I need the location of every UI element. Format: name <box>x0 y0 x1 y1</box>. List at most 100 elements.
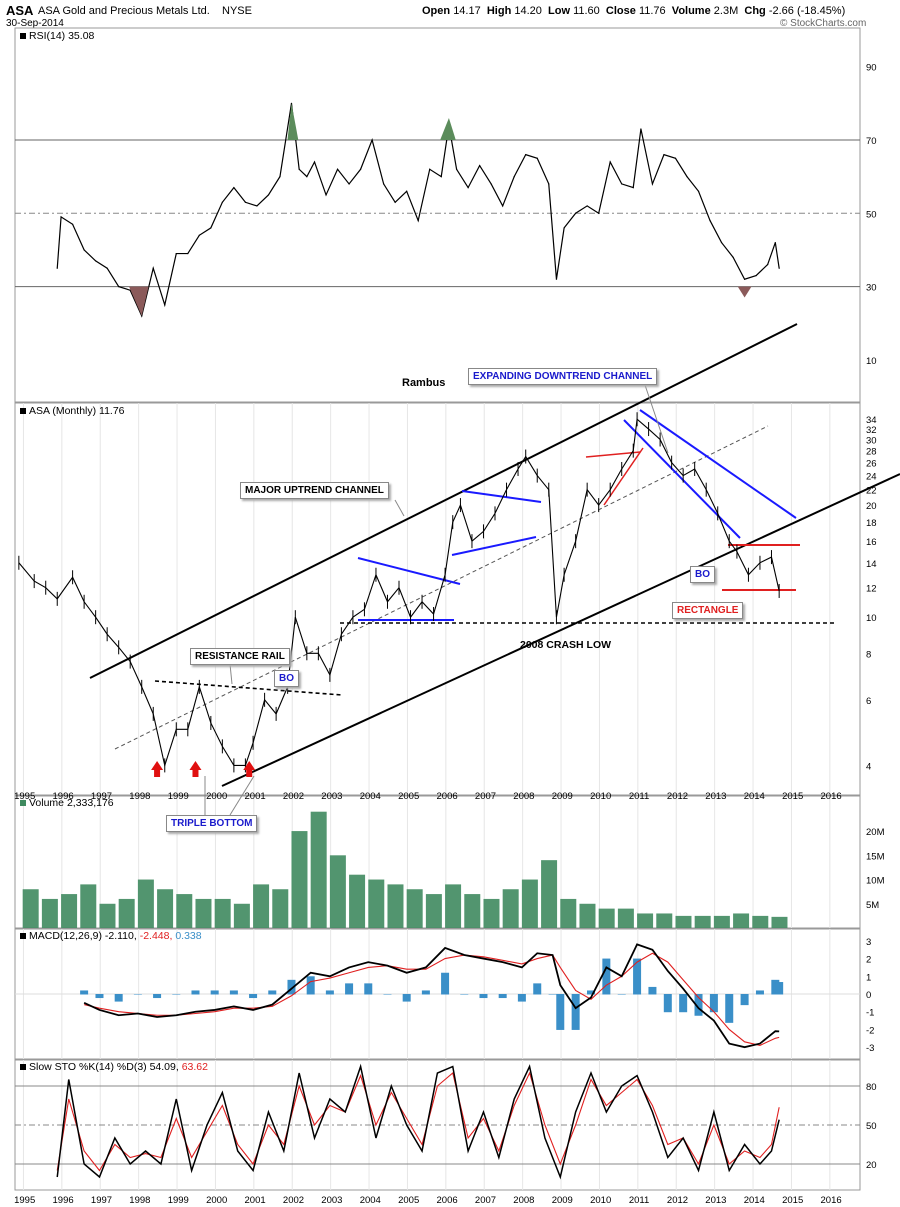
price-tick-label: 14 <box>866 559 877 570</box>
rsi-point <box>674 157 677 159</box>
year-tick-label: 2007 <box>475 791 496 802</box>
volume-bar <box>291 831 308 928</box>
volume-bar <box>41 898 58 928</box>
rsi-point <box>720 241 723 244</box>
sto-legend-icon <box>20 1064 26 1070</box>
triple-bottom-arrow <box>243 761 256 777</box>
volume-legend: Volume 2,333,176 <box>20 797 114 809</box>
resistance-rail-line <box>154 680 343 696</box>
year-tick-label: 2000 <box>206 791 227 802</box>
rsi-point <box>767 263 769 266</box>
volume-bar <box>61 894 78 928</box>
macd-histogram-bar <box>325 990 334 995</box>
rsi-point <box>306 176 308 178</box>
macd-legend-c: 0.338 <box>175 930 202 942</box>
year-tick-label: 2008 <box>513 1195 534 1206</box>
rsi-point <box>502 205 504 207</box>
ticker-symbol: ASA <box>6 3 34 18</box>
volume-bar <box>425 894 442 928</box>
rsi-point <box>429 168 431 170</box>
rsi-tick-label: 90 <box>866 63 877 74</box>
volume-bar <box>675 915 692 928</box>
volume-bar <box>118 898 135 928</box>
price-tick-label: 22 <box>866 486 877 497</box>
rsi-point <box>221 201 223 203</box>
rsi-point <box>548 183 550 185</box>
year-tick-label: 2006 <box>437 1195 458 1206</box>
rsi-point <box>56 267 58 269</box>
rsi-point <box>709 219 711 222</box>
chart-date: 30-Sep-2014 <box>6 18 64 29</box>
macd-histogram-bar <box>571 994 580 1030</box>
major-uptrend-channel-upper <box>89 323 798 679</box>
macd-histogram-bar <box>229 990 238 995</box>
volume-bar <box>157 889 174 928</box>
red-pattern-line <box>585 451 641 458</box>
rsi-point <box>467 187 469 189</box>
macd-histogram-bar <box>172 994 181 995</box>
year-tick-label: 2001 <box>245 1195 266 1206</box>
rsi-legend-text: RSI(14) 35.08 <box>29 30 95 42</box>
rsi-point <box>536 157 538 159</box>
rsi-point <box>640 128 642 130</box>
year-tick-label: 1996 <box>53 791 74 802</box>
rsi-point <box>686 176 688 178</box>
macd-histogram-bar <box>725 994 734 1023</box>
volume-bar <box>502 889 519 928</box>
volume-bar <box>80 884 97 928</box>
volume-bar <box>771 916 788 928</box>
price-tick-label: 18 <box>866 518 877 529</box>
sto-legend-a: Slow STO %K(14) %D(3) 54.09, <box>29 1061 179 1073</box>
macd-histogram-bar <box>679 994 688 1013</box>
rsi-point <box>598 212 600 214</box>
macd-histogram-bar <box>548 994 557 995</box>
year-tick-label: 2016 <box>821 791 842 802</box>
rsi-legend: RSI(14) 35.08 <box>20 30 94 42</box>
volume-bar <box>560 898 577 928</box>
sto-tick-label: 20 <box>866 1160 877 1171</box>
volume-tick-label: 5M <box>866 900 879 911</box>
blue-pattern-line <box>357 557 461 585</box>
rsi-point <box>106 267 108 269</box>
macd-tick-label: 2 <box>866 955 871 966</box>
rsi-point <box>479 165 481 167</box>
macd-tick-label: -3 <box>866 1043 874 1054</box>
year-tick-label: 1998 <box>129 1195 150 1206</box>
chg-value: -2.66 (-18.45%) <box>768 5 846 17</box>
rsi-point <box>490 183 492 185</box>
volume-bar <box>483 898 500 928</box>
price-tick-label: 10 <box>866 613 877 624</box>
macd-histogram-bar <box>210 990 219 995</box>
close-label: Close <box>605 5 636 17</box>
rsi-point <box>651 183 654 185</box>
rectangle-label: RECTANGLE <box>672 602 744 619</box>
year-tick-label: 2004 <box>360 1195 381 1206</box>
rsi-point <box>586 205 588 207</box>
macd-histogram-bar <box>383 994 392 995</box>
expanding-channel-upper <box>639 409 797 519</box>
rsi-point <box>778 267 780 269</box>
rsi-line <box>56 103 780 318</box>
crash-low-label: 2008 CRASH LOW <box>520 639 612 651</box>
rsi-point <box>325 194 327 196</box>
price-tick-label: 20 <box>866 501 877 512</box>
macd-histogram-bar <box>663 994 672 1013</box>
macd-tick-label: -1 <box>866 1008 874 1019</box>
volume-bar <box>329 855 346 928</box>
volume-legend-text: Volume 2,333,176 <box>29 797 114 809</box>
rsi-point <box>663 154 665 156</box>
price-tick-label: 26 <box>866 459 877 470</box>
volume-bar <box>656 913 673 928</box>
panel-frame-price <box>14 402 861 796</box>
year-tick-label: 2001 <box>245 791 266 802</box>
volume-label: Volume <box>671 5 711 17</box>
exchange: NYSE <box>222 5 252 17</box>
year-tick-label: 2003 <box>321 791 342 802</box>
price-legend-icon <box>20 408 26 414</box>
macd-histogram-bar <box>249 994 258 999</box>
year-tick-label: 2016 <box>821 1195 842 1206</box>
rsi-point <box>244 201 246 203</box>
macd-histogram-bar <box>460 994 469 995</box>
price-legend: ASA (Monthly) 11.76 <box>20 405 125 417</box>
year-tick-label: 2004 <box>360 791 381 802</box>
